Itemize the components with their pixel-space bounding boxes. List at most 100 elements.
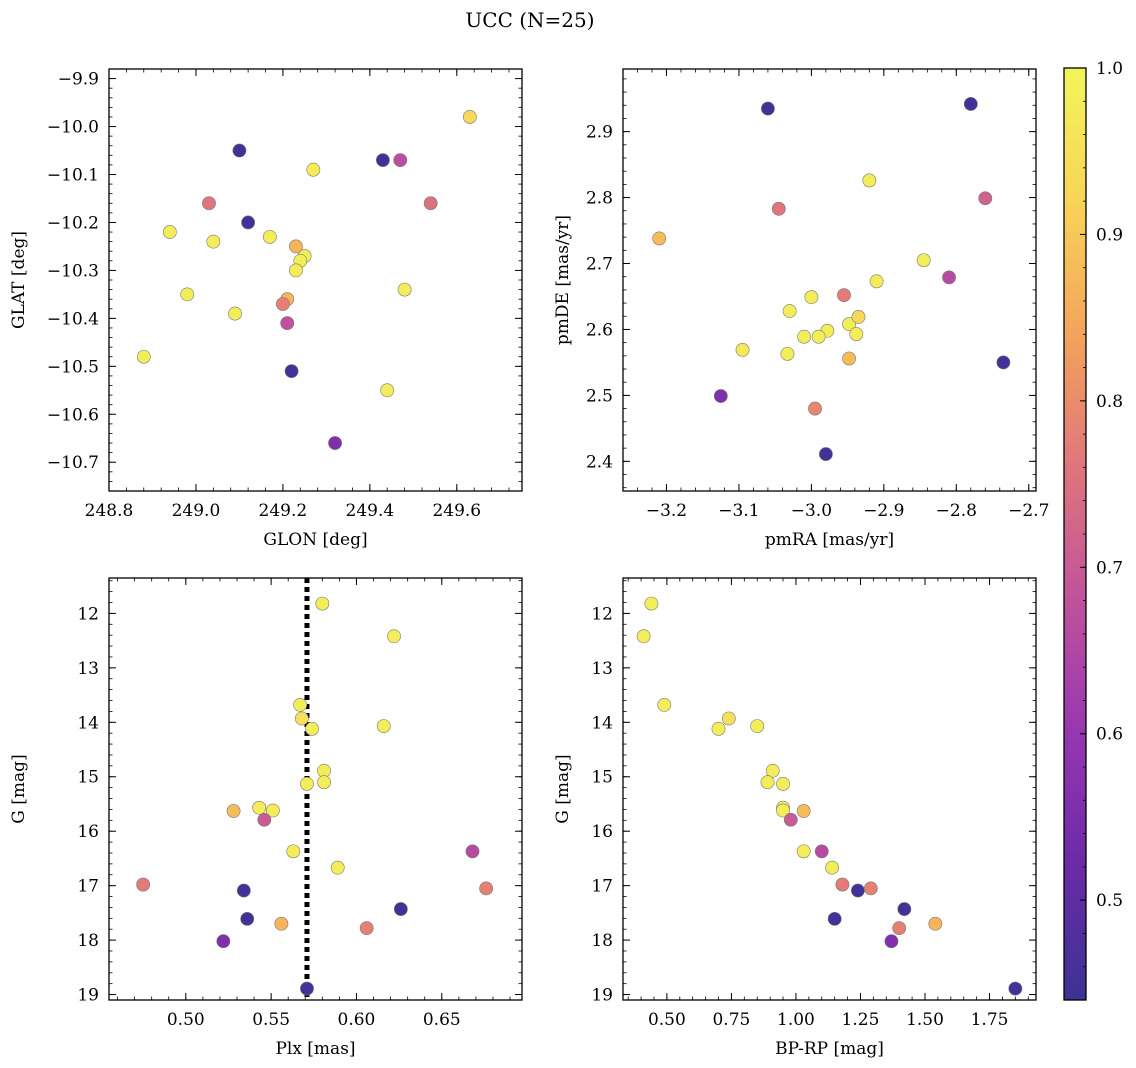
data-point [851, 310, 866, 324]
plot-frame [108, 68, 523, 492]
x-axis-label: GLON [deg] [263, 530, 367, 550]
x-tick-label: 1.75 [971, 1010, 1009, 1030]
data-point [387, 629, 401, 644]
data-point [765, 763, 780, 778]
y-tick-label: 17 [77, 877, 99, 897]
data-point [869, 274, 884, 289]
data-point [750, 719, 765, 734]
y-tick-label: −10.3 [47, 261, 99, 281]
x-tick-label: 0.55 [252, 1010, 290, 1030]
data-point [796, 804, 811, 818]
data-point [827, 911, 842, 926]
data-point [275, 297, 290, 311]
data-point [825, 860, 839, 875]
data-point [978, 191, 993, 206]
data-point [423, 196, 438, 211]
x-tick-label: −2.8 [936, 501, 977, 521]
data-point [216, 934, 231, 949]
data-point [305, 721, 319, 736]
data-point [375, 153, 390, 168]
y-tick-label: −9.9 [58, 70, 99, 90]
data-point [162, 225, 177, 239]
data-point [393, 153, 408, 168]
x-axis-label: BP-RP [mag] [775, 1039, 884, 1059]
data-point [797, 329, 812, 344]
data-point [136, 349, 151, 364]
x-tick-label: −3.0 [791, 501, 832, 521]
data-point [928, 916, 943, 931]
y-axis-label: G [mag] [553, 754, 573, 823]
x-tick-label: −3.2 [646, 501, 687, 521]
data-point [711, 721, 726, 736]
plot-frame [622, 68, 1037, 492]
data-point [636, 629, 651, 644]
data-point [232, 143, 247, 158]
data-point [380, 383, 395, 398]
panel-plx-g: 0.50 0.55 0.60 0.65 12 13 14 15 16 17 18 19 Plx [mas… [9, 577, 523, 1059]
data-point [783, 812, 798, 827]
y-tick-label: −10.2 [47, 213, 99, 233]
data-point [842, 351, 856, 366]
data-point [996, 355, 1011, 370]
data-point [863, 881, 878, 896]
x-tick-label: 0.50 [648, 1010, 686, 1030]
x-axis-label: Plx [mas] [275, 1039, 355, 1059]
data-point [808, 401, 822, 416]
y-tick-label: −10.5 [47, 357, 99, 377]
data-point [1008, 981, 1023, 996]
x-tick-label: 249.4 [346, 501, 395, 521]
data-point [479, 881, 494, 896]
data-point [284, 364, 299, 379]
data-point [206, 234, 221, 249]
colorbar-tick-label: 0.8 [1096, 392, 1123, 412]
y-tick-label: 2.7 [586, 255, 613, 275]
colorbar-gradient [1063, 67, 1087, 1001]
data-point [842, 317, 856, 332]
data-point [376, 719, 391, 734]
x-tick-label: 249.0 [172, 501, 221, 521]
data-point [136, 877, 151, 892]
x-tick-label: 0.65 [423, 1010, 461, 1030]
panel-pmra-pmde: −3.2 −3.1 −3.0 −2.9 −2.8 −2.7 2.4 2.5 2.6 2.7 2.8 2… [553, 68, 1049, 550]
y-tick-label: 18 [591, 931, 613, 951]
data-point [897, 902, 912, 916]
y-tick-label: 17 [591, 877, 613, 897]
data-point [465, 844, 480, 859]
data-point [315, 596, 330, 611]
panel-bprp-g: 0.50 0.75 1.00 1.25 1.50 1.75 12 13 14 15 16 17 18 19… [553, 577, 1037, 1059]
x-tick-label: 0.60 [338, 1010, 376, 1030]
x-tick-label: 0.75 [712, 1010, 750, 1030]
colorbar-tick-label: 0.7 [1096, 558, 1123, 578]
x-tick-label: 1.50 [906, 1010, 944, 1030]
x-tick-label: 249.2 [259, 501, 308, 521]
y-tick-label: 15 [591, 768, 613, 788]
data-point [652, 231, 667, 246]
data-point [397, 282, 412, 297]
data-point [289, 263, 303, 278]
data-point [916, 253, 931, 268]
data-point [180, 287, 195, 302]
data-point [228, 306, 242, 321]
y-tick-label: 2.6 [586, 320, 613, 340]
data-point [644, 596, 659, 611]
y-tick-label: 12 [591, 604, 613, 624]
y-tick-label: 2.9 [586, 123, 613, 143]
y-axis-label: pmDE [mas/yr] [553, 215, 573, 345]
data-point [286, 844, 301, 859]
figure-title: UCC (N=25) [465, 8, 594, 32]
colorbar: 0.5 0.6 0.7 0.8 0.9 1.0 [1063, 59, 1123, 1001]
y-tick-label: 2.5 [586, 386, 613, 406]
data-point [811, 329, 826, 344]
data-point [257, 812, 272, 827]
data-point [735, 342, 750, 357]
y-tick-label: −10.4 [47, 309, 99, 329]
data-point [202, 196, 216, 211]
data-point [306, 162, 321, 177]
y-axis-label: G [mag] [9, 754, 29, 823]
x-axis-label: pmRA [mas/yr] [765, 530, 894, 550]
data-point [252, 800, 267, 815]
y-tick-label: 14 [77, 713, 99, 733]
x-tick-label: −2.9 [863, 501, 904, 521]
data-point [837, 288, 851, 303]
